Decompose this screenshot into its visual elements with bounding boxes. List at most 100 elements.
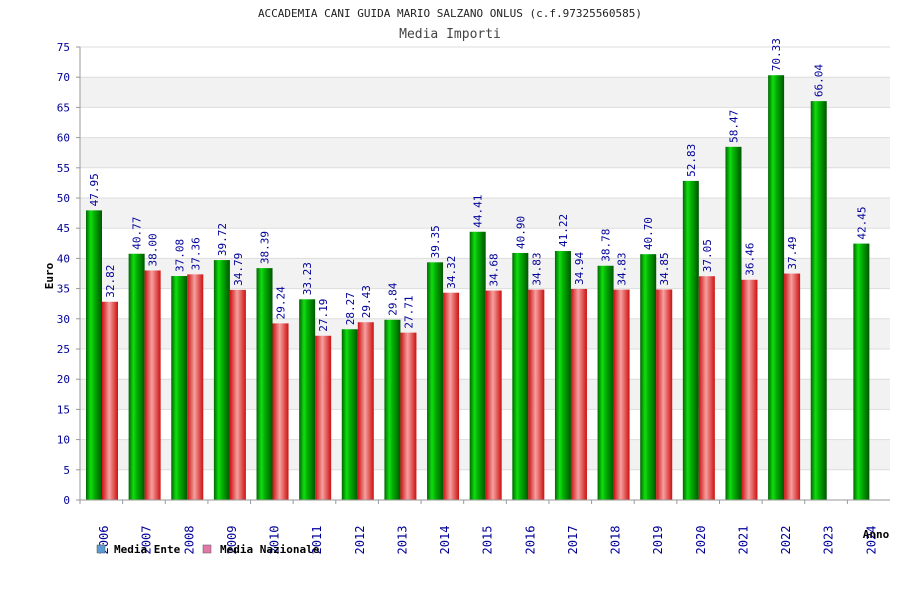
bar-media-nazionale <box>400 332 417 500</box>
x-tick-label: 2010 <box>268 526 282 555</box>
data-label: 29.84 <box>386 282 399 315</box>
data-label: 29.24 <box>275 286 288 319</box>
data-label: 34.94 <box>573 251 586 284</box>
data-label: 38.39 <box>259 231 272 264</box>
y-tick-label: 40 <box>57 252 70 265</box>
x-tick-label: 2007 <box>140 526 154 555</box>
x-tick-label: 2024 <box>864 526 878 555</box>
plot-band <box>80 107 890 138</box>
bar-media-ente <box>853 243 870 501</box>
bars <box>86 75 870 501</box>
plot-band <box>80 47 890 78</box>
bar-media-ente <box>682 180 699 500</box>
y-tick-label: 50 <box>57 192 70 205</box>
legend-swatch <box>202 544 212 554</box>
y-tick-label: 55 <box>57 162 70 175</box>
bar-media-ente <box>810 101 827 500</box>
bar-media-nazionale <box>485 290 502 500</box>
data-label: 37.36 <box>189 237 202 270</box>
y-tick-label: 70 <box>57 71 70 84</box>
bar-media-nazionale <box>443 292 460 500</box>
y-tick-label: 20 <box>57 373 70 386</box>
bar-media-nazionale <box>315 335 332 500</box>
x-tick-label: 2023 <box>822 526 836 555</box>
legend-swatch <box>96 544 106 554</box>
bar-media-ente <box>768 75 785 501</box>
x-tick-label: 2016 <box>523 526 537 555</box>
plot-band <box>80 198 890 229</box>
data-label: 32.82 <box>104 265 117 298</box>
data-label: 37.05 <box>701 239 714 272</box>
bar-media-nazionale <box>784 273 801 500</box>
bar-media-ente <box>213 260 230 500</box>
bar-media-nazionale <box>698 276 715 500</box>
data-label: 34.68 <box>488 253 501 286</box>
x-tick-label: 2019 <box>651 526 665 555</box>
bar-media-ente <box>128 253 145 500</box>
x-tick-label: 2011 <box>310 526 324 555</box>
data-label: 70.33 <box>770 38 783 71</box>
legend-label: Media Nazionale <box>220 543 320 556</box>
y-tick-label: 25 <box>57 343 70 356</box>
x-tick-label: 2013 <box>395 526 409 555</box>
y-tick-label: 0 <box>63 494 70 507</box>
data-label: 33.23 <box>301 262 314 295</box>
data-label: 39.72 <box>216 223 229 256</box>
data-label: 34.79 <box>232 253 245 286</box>
x-tick-label: 2008 <box>182 526 196 555</box>
bar-media-nazionale <box>229 289 246 500</box>
y-tick-label: 45 <box>57 222 70 235</box>
bar-media-nazionale <box>187 274 204 500</box>
y-tick-label: 65 <box>57 101 70 114</box>
y-axis-label: Euro <box>43 262 56 289</box>
bar-media-ente <box>469 231 486 500</box>
chart-subtitle: Media Importi <box>399 27 501 42</box>
data-label: 34.83 <box>616 253 629 286</box>
bar-media-nazionale <box>656 289 673 500</box>
data-label: 28.27 <box>344 292 357 325</box>
data-label: 38.00 <box>147 233 160 266</box>
bar-media-ente <box>256 268 273 500</box>
y-tick-label: 15 <box>57 403 70 416</box>
bar-media-nazionale <box>528 289 545 500</box>
bar-media-ente <box>299 299 316 500</box>
data-label: 34.83 <box>530 253 543 286</box>
bar-media-ente <box>171 276 188 500</box>
y-axis-ticks: 0 5 10 15 20 25 30 35 40 45 50 55 60 65 70 75 <box>57 41 80 507</box>
x-tick-label: 2017 <box>566 526 580 555</box>
data-label: 41.22 <box>557 214 570 247</box>
bar-media-ente <box>86 210 102 500</box>
y-tick-label: 60 <box>57 132 70 145</box>
data-label: 40.90 <box>514 216 527 249</box>
y-tick-label: 75 <box>57 41 70 54</box>
x-tick-label: 2021 <box>736 526 750 555</box>
data-label: 34.85 <box>658 252 671 285</box>
bar-media-ente <box>725 146 742 501</box>
data-label: 44.41 <box>472 195 485 228</box>
bar-media-nazionale <box>357 322 374 500</box>
bar-media-nazionale <box>741 279 758 500</box>
bar-media-ente <box>384 319 401 500</box>
plot-band <box>80 137 890 168</box>
data-label: 36.46 <box>743 243 756 276</box>
data-label: 27.71 <box>402 296 415 329</box>
data-label: 40.77 <box>131 217 144 250</box>
data-label: 40.70 <box>642 217 655 250</box>
data-label: 37.08 <box>173 239 186 272</box>
bar-media-ente <box>512 252 529 500</box>
data-label: 52.83 <box>685 144 698 177</box>
data-label: 58.47 <box>727 110 740 143</box>
bar-media-nazionale <box>570 288 587 500</box>
data-label: 29.43 <box>360 285 373 318</box>
legend: Media Ente Media Nazionale <box>96 543 320 556</box>
x-tick-label: 2014 <box>438 526 452 555</box>
bar-media-nazionale <box>613 289 630 500</box>
x-tick-label: 2015 <box>481 526 495 555</box>
x-axis-categories: 2006 2007 2008 2009 2010 2011 2012 2013 2014 2015… <box>79 500 878 555</box>
plot-band <box>80 77 890 108</box>
bar-media-ente <box>597 265 614 500</box>
bar-media-nazionale <box>144 270 161 500</box>
data-label: 66.04 <box>813 64 826 97</box>
